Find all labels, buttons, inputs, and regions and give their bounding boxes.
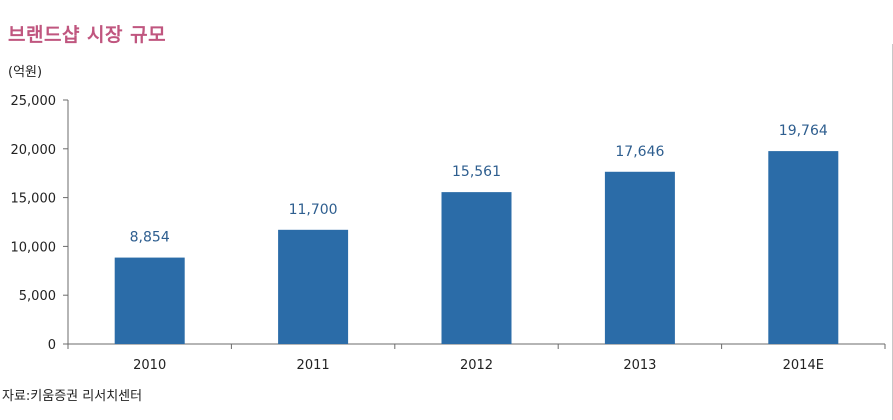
data-label-2011: 11,700 <box>289 202 338 218</box>
y-tick-label: 5,000 <box>19 289 56 304</box>
source-note: 자료:키움증권 리서치센터 <box>2 389 143 404</box>
y-tick-label: 20,000 <box>11 143 57 158</box>
x-tick-label-2014E: 2014E <box>783 358 824 373</box>
x-tick-label-2013: 2013 <box>623 358 656 373</box>
x-tick-label-2011: 2011 <box>297 358 330 373</box>
y-tick-label: 0 <box>48 338 56 353</box>
data-label-2013: 17,646 <box>615 144 664 160</box>
data-label-2010: 8,854 <box>130 230 170 246</box>
data-label-2014E: 19,764 <box>779 123 828 139</box>
data-label-2012: 15,561 <box>452 164 501 180</box>
bar-2013 <box>604 171 675 344</box>
x-tick-label-2010: 2010 <box>133 358 166 373</box>
y-tick-label: 25,000 <box>11 94 57 109</box>
x-tick-label-2012: 2012 <box>460 358 493 373</box>
chart-title: 브랜드샵 시장 규모 <box>8 24 167 46</box>
y-tick-label: 15,000 <box>11 192 57 207</box>
bar-2010 <box>114 257 185 344</box>
bar-2011 <box>278 229 349 344</box>
bar-2014E <box>768 151 839 344</box>
y-tick-label: 10,000 <box>11 240 57 255</box>
bar-2012 <box>441 192 512 344</box>
y-axis-unit-label: (억원) <box>8 65 43 80</box>
